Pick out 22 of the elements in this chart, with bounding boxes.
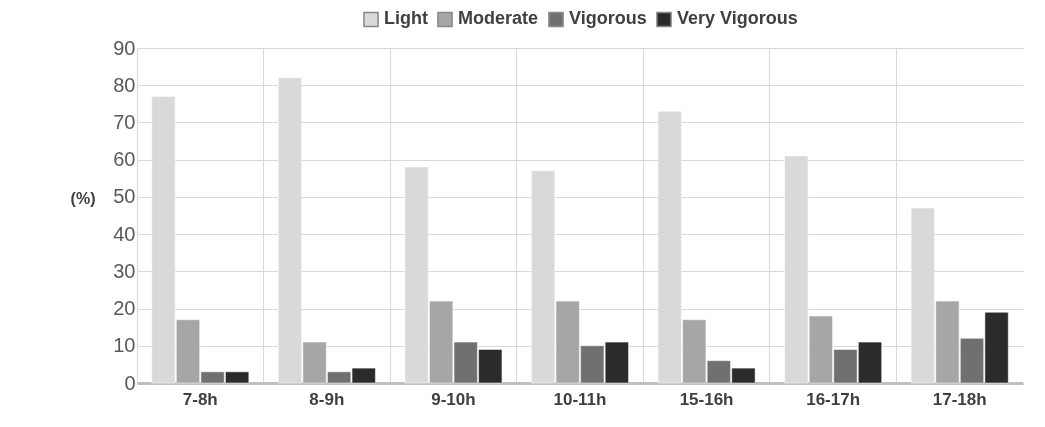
y-tick-label: 50 — [113, 185, 136, 208]
x-tick-label: 17-18h — [932, 389, 987, 409]
y-tick-label: 70 — [113, 110, 136, 133]
x-tick-label: 9-10h — [431, 389, 476, 409]
x-tick-label: 8-9h — [309, 389, 345, 409]
y-tick-label: 60 — [113, 148, 136, 171]
x-tick-label: 16-17h — [806, 389, 861, 409]
y-tick-label: 40 — [113, 222, 136, 245]
legend-label: Moderate — [458, 8, 539, 29]
x-tick-label: 7-8h — [182, 389, 218, 409]
legend-label: Vigorous — [569, 8, 647, 29]
y-tick-label: 10 — [113, 334, 136, 357]
y-tick-label: 20 — [113, 297, 136, 320]
x-tick-label: 15-16h — [679, 389, 734, 409]
x-tick-label: 10-11h — [553, 389, 607, 409]
y-tick-label: 30 — [113, 259, 136, 282]
legend-label: Very Vigorous — [677, 8, 798, 29]
y-tick-label: 0 — [124, 371, 136, 394]
legend-label: Light — [384, 8, 428, 29]
y-axis-title: (%) — [70, 189, 96, 207]
y-tick-label: 80 — [113, 73, 136, 96]
y-tick-label: 90 — [113, 36, 136, 59]
